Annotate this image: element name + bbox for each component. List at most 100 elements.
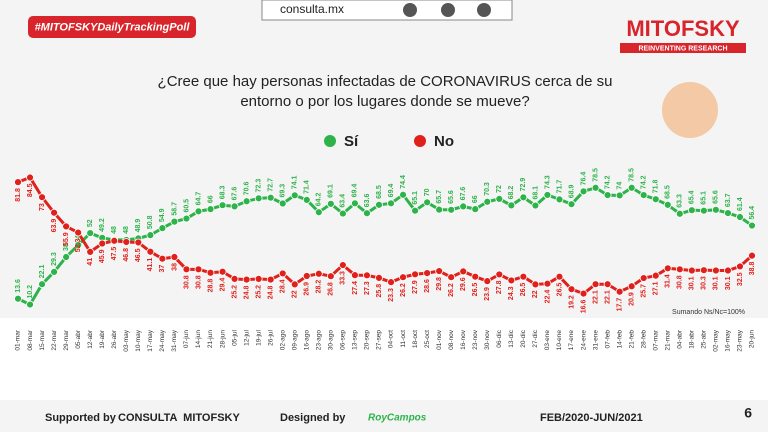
value-label: 81.8: [15, 188, 22, 202]
point: [351, 199, 359, 208]
value-label: 28.4: [280, 279, 287, 293]
value-label: 47.5: [111, 247, 118, 261]
point: [62, 222, 71, 231]
value-label: 60.5: [183, 199, 190, 213]
value-label: 17.7: [616, 298, 623, 312]
x-tick-label: 24-may: [159, 329, 166, 351]
point: [170, 253, 179, 261]
point: [543, 191, 552, 199]
value-label: 68.1: [532, 186, 539, 200]
value-label: 74: [616, 182, 623, 190]
point: [326, 199, 335, 208]
designed-label: Designed by: [280, 412, 346, 424]
point: [724, 266, 732, 275]
value-label: 67.6: [460, 187, 467, 201]
x-tick-label: 30-nov: [484, 329, 491, 350]
point: [351, 271, 359, 280]
point: [50, 267, 58, 276]
value-label: 50.8: [147, 215, 154, 229]
value-label: 10.2: [27, 285, 34, 299]
value-label: 28.8: [207, 279, 214, 293]
value-label: 73: [39, 203, 46, 211]
note: Sumando Ns/Nc=100%: [672, 309, 745, 316]
point: [242, 275, 251, 284]
value-label: 27.9: [412, 280, 419, 294]
facebook-icon[interactable]: [441, 3, 455, 17]
x-tick-label: 13-dic: [508, 329, 515, 347]
point: [194, 265, 203, 274]
x-tick-label: 24-ene: [580, 330, 587, 351]
point: [74, 228, 83, 237]
point: [387, 199, 395, 208]
point: [579, 289, 588, 298]
value-label: 72.9: [520, 178, 527, 192]
point: [639, 274, 648, 282]
point: [459, 202, 468, 211]
point: [736, 213, 744, 221]
x-tick-label: 17-may: [147, 329, 154, 351]
x-tick-label: 26-abr: [111, 329, 118, 349]
point: [338, 209, 347, 218]
value-label: 68.5: [376, 185, 383, 199]
value-label: 30.1: [725, 276, 732, 290]
point: [519, 193, 528, 202]
point: [399, 273, 407, 282]
point: [748, 251, 756, 260]
point: [483, 197, 492, 206]
x-tick-label: 05-jul: [231, 329, 238, 345]
point: [411, 206, 419, 215]
value-label: 26.5: [520, 283, 527, 297]
point: [278, 199, 287, 208]
site: consulta.mx: [280, 2, 344, 16]
point: [423, 269, 432, 277]
x-tick-label: 25-oct: [424, 330, 431, 348]
point: [483, 277, 492, 286]
x-tick-label: 14-jun: [195, 330, 202, 348]
point: [675, 209, 684, 218]
point: [290, 280, 299, 289]
value-label: 26.8: [328, 282, 335, 296]
value-label: 68.2: [508, 186, 515, 200]
x-tick-label: 10-ene: [556, 330, 563, 351]
youtube-icon[interactable]: [477, 3, 491, 17]
value-label: 70.3: [484, 182, 491, 196]
x-tick-label: 23-nov: [472, 329, 479, 350]
x-tick-label: 20-dic: [520, 329, 527, 347]
value-label: 16.6: [580, 300, 587, 314]
tagline: REINVENTING RESEARCH: [638, 45, 727, 52]
x-tick-label: 07-jun: [183, 330, 190, 348]
value-label: 66: [472, 195, 479, 203]
point: [627, 183, 636, 192]
point: [675, 265, 684, 274]
value-label: 63.9: [51, 219, 58, 233]
value-label: 67.6: [231, 187, 238, 201]
point: [627, 282, 636, 291]
x-tick-label: 20-jun: [749, 330, 756, 348]
point: [290, 191, 299, 200]
value-label: 68.9: [568, 184, 575, 198]
point: [699, 206, 708, 215]
value-label: 22: [532, 290, 539, 298]
x-tick-label: 21-feb: [628, 330, 635, 349]
value-label: 30.8: [677, 275, 684, 289]
point: [254, 275, 263, 283]
value-label: 54.9: [159, 208, 166, 222]
x-tick-label: 01-mar: [15, 329, 22, 350]
point: [471, 272, 480, 281]
point: [375, 200, 383, 209]
point: [543, 279, 552, 288]
value-label: 27.1: [653, 282, 660, 296]
twitter-icon[interactable]: [403, 3, 417, 17]
value-label: 70: [424, 188, 431, 196]
value-label: 52.3: [75, 238, 82, 252]
value-label: 84.5: [27, 183, 34, 197]
point: [266, 275, 275, 284]
value-label: 65.7: [436, 190, 443, 204]
point: [230, 275, 239, 283]
x-tick-label: 12-jul: [243, 329, 250, 345]
point: [639, 191, 648, 200]
value-label: 78.5: [592, 168, 599, 182]
x-tick-label: 05-abr: [75, 329, 82, 349]
point: [14, 178, 22, 187]
value-label: 24.8: [268, 285, 275, 299]
